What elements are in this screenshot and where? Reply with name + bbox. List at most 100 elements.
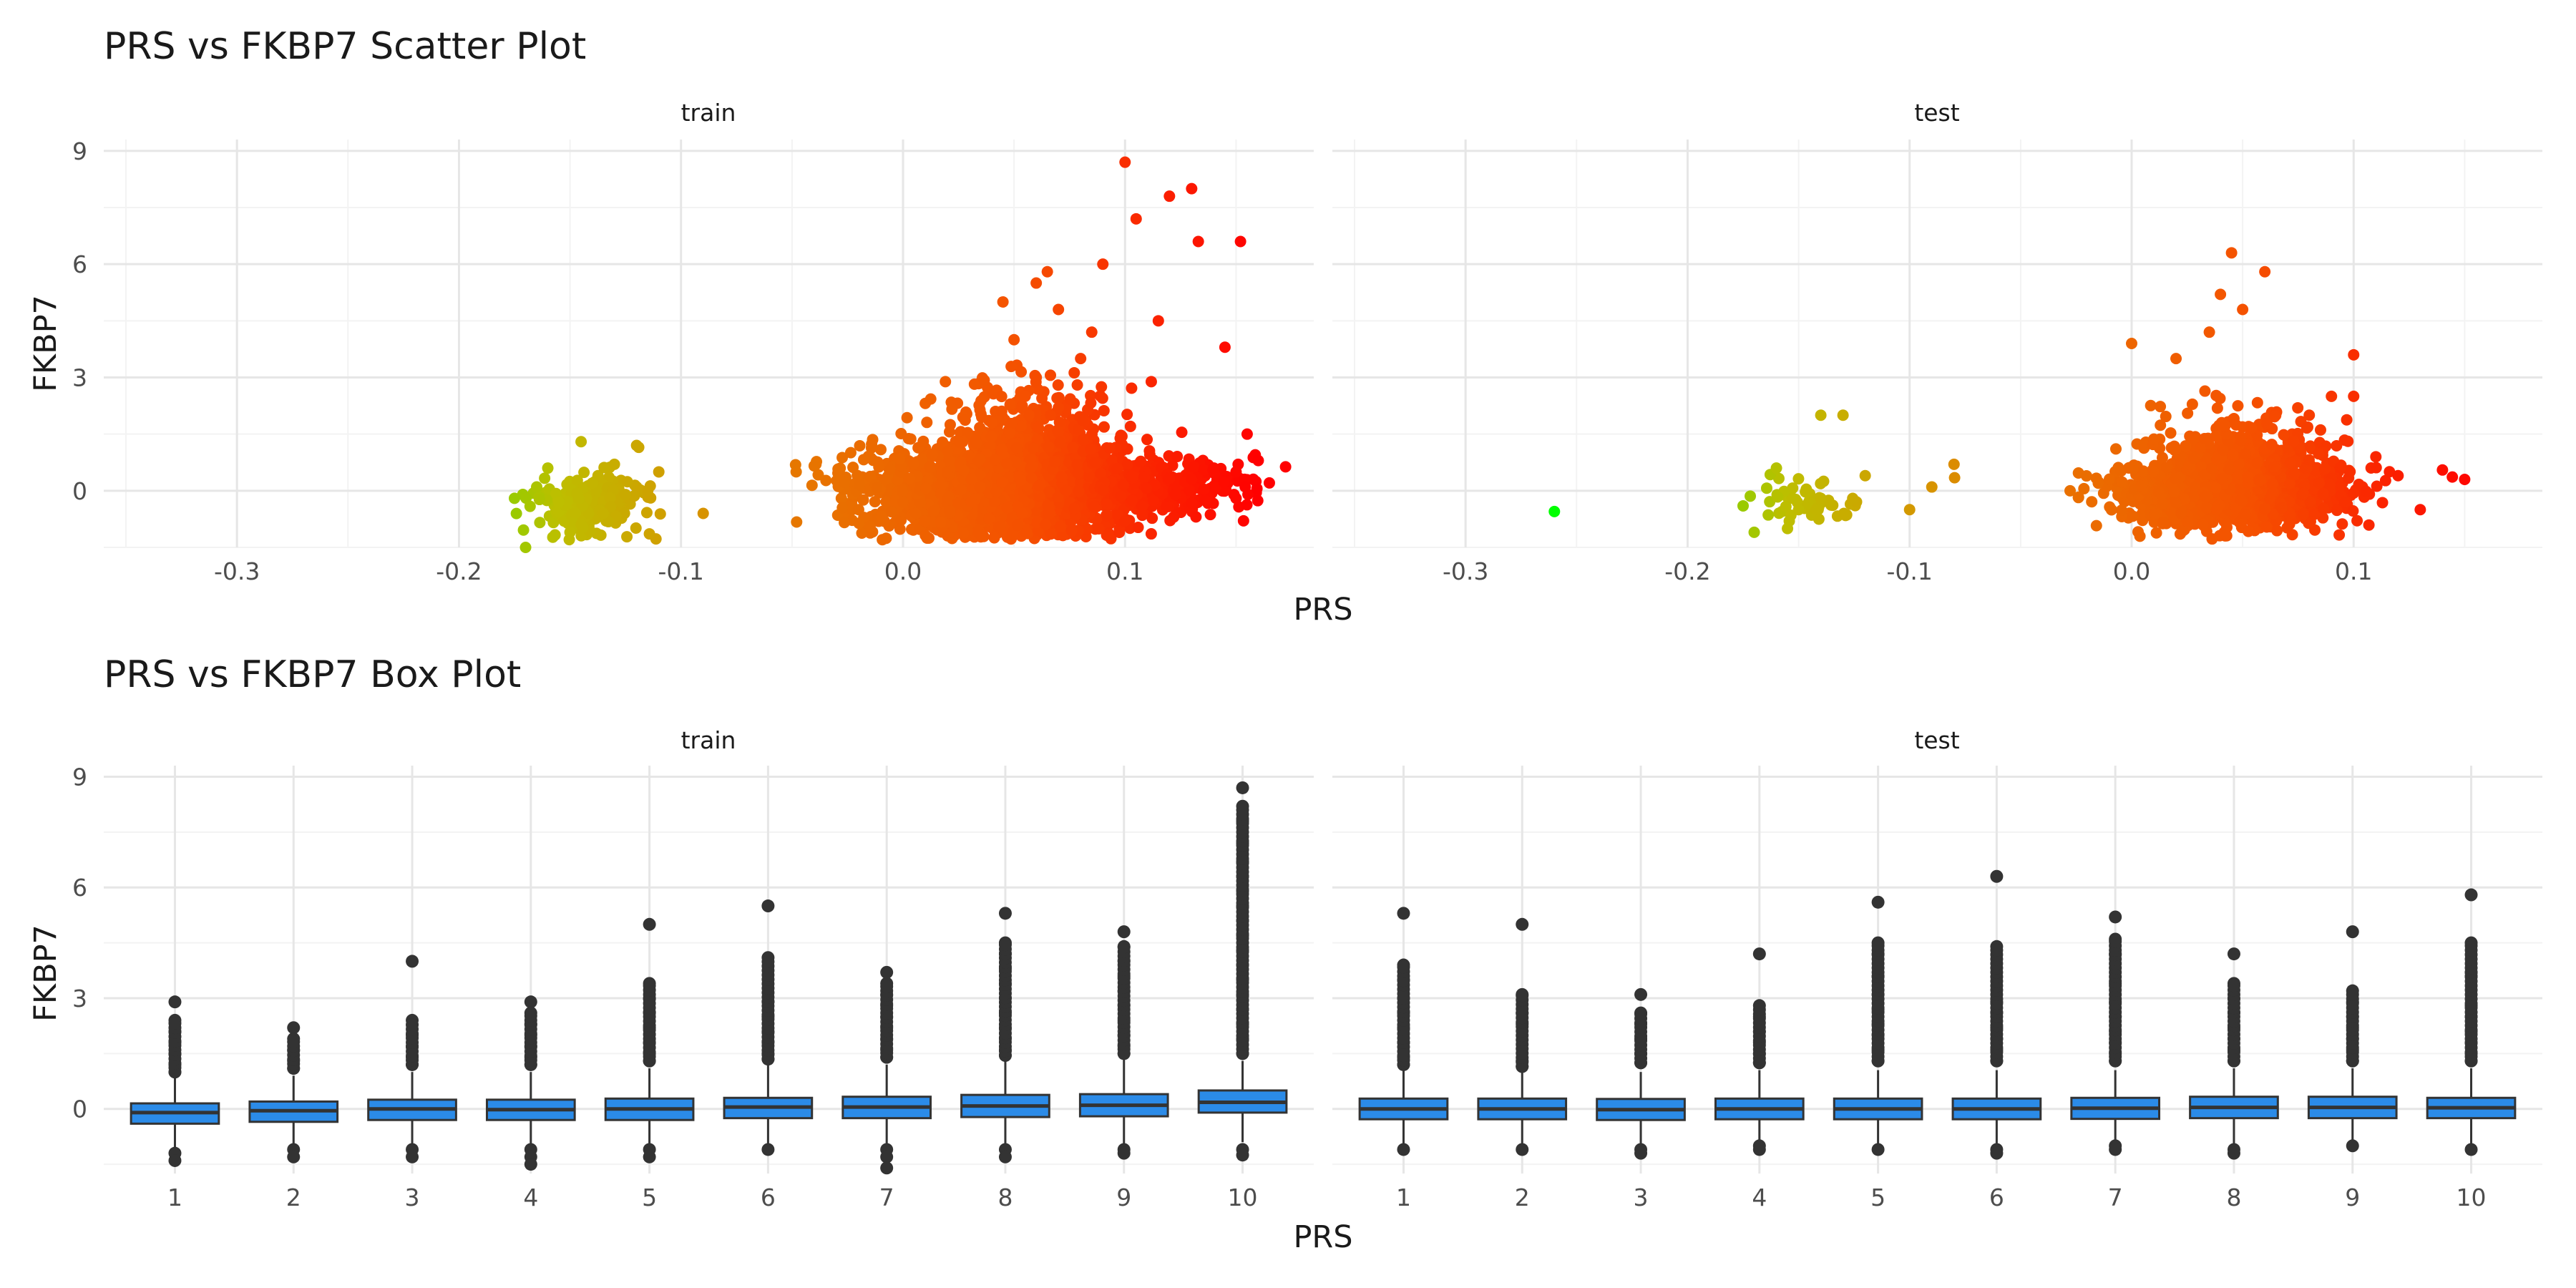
scatter-point [1043, 507, 1055, 519]
scatter-point [966, 508, 978, 520]
scatter-point [946, 403, 958, 415]
scatter-point [1138, 471, 1151, 483]
scatter-point [880, 496, 892, 508]
scatter-point [2314, 424, 2326, 436]
scatter-point [1230, 466, 1242, 478]
scatter-point [812, 469, 824, 481]
scatter-point [2080, 470, 2092, 482]
scatter-point [1218, 476, 1230, 488]
scatter-point [1053, 401, 1065, 414]
scatter-point [1031, 517, 1043, 529]
scatter-point [995, 405, 1008, 417]
scatter-point [1145, 376, 1157, 388]
scatter-point [1252, 454, 1264, 467]
scatter-point [2370, 462, 2382, 474]
scatter-x-tick-label: -0.2 [436, 557, 482, 585]
scatter-point [973, 527, 985, 540]
scatter-point [926, 449, 938, 461]
scatter-point [2135, 479, 2147, 492]
scatter-point [1141, 434, 1153, 446]
scatter-point [2149, 508, 2161, 520]
scatter-point [1186, 474, 1198, 485]
scatter-point [894, 523, 906, 535]
scatter-point [944, 505, 956, 517]
scatter-point [1188, 461, 1200, 473]
scatter-point [1219, 341, 1231, 353]
scatter-point [974, 481, 986, 493]
scatter-point [564, 526, 576, 538]
scatter-point [1001, 502, 1013, 514]
scatter-point [1239, 481, 1252, 493]
scatter-point [874, 444, 887, 456]
scatter-point [1057, 530, 1069, 542]
scatter-point [2090, 519, 2102, 532]
scatter-point [1141, 482, 1153, 494]
scatter-point [884, 464, 896, 476]
scatter-point [955, 484, 967, 496]
scatter-point [1093, 522, 1105, 535]
scatter-point [2200, 502, 2212, 514]
scatter-point [2351, 514, 2363, 527]
scatter-point [2150, 527, 2162, 539]
scatter-point [978, 374, 990, 386]
scatter-point [1068, 502, 1080, 514]
scatter-point [1054, 436, 1066, 449]
scatter-strip-train: train [681, 99, 736, 127]
scatter-point [924, 461, 936, 473]
scatter-point [1097, 484, 1109, 497]
scatter-title: PRS vs FKBP7 Scatter Plot [104, 25, 586, 68]
scatter-point [1071, 379, 1083, 391]
scatter-point [575, 519, 587, 531]
scatter-point [2360, 485, 2372, 497]
scatter-point [1077, 414, 1089, 426]
scatter-point [1103, 442, 1116, 454]
scatter-point [839, 476, 851, 488]
scatter-point [1190, 511, 1202, 523]
scatter-point [2336, 518, 2348, 530]
scatter-point [957, 464, 970, 477]
scatter-point [1130, 213, 1142, 225]
scatter-point [857, 494, 869, 506]
scatter-point [924, 393, 937, 405]
scatter-point [1252, 494, 1264, 507]
scatter-point [2371, 480, 2383, 492]
scatter-point [621, 531, 633, 543]
scatter-point [1067, 441, 1079, 454]
scatter-point [2064, 484, 2076, 497]
scatter-point [790, 466, 802, 478]
scatter-point [2297, 508, 2309, 520]
scatter-point [2239, 509, 2251, 521]
scatter-point [1143, 449, 1156, 461]
scatter-point [1101, 498, 1113, 510]
scatter-point [1075, 353, 1087, 365]
scatter-point [2221, 521, 2233, 533]
scatter-point [517, 524, 530, 536]
scatter-point [836, 452, 849, 464]
scatter-point [2165, 427, 2177, 439]
scatter-point [533, 494, 545, 506]
scatter-point [547, 531, 559, 543]
scatter-point [902, 432, 914, 444]
scatter-point [1005, 532, 1018, 544]
scatter-point [570, 507, 582, 519]
scatter-point [1161, 501, 1173, 513]
scatter-point [871, 482, 883, 494]
scatter-point [1065, 525, 1078, 537]
scatter-point [2210, 504, 2223, 516]
scatter-point [1085, 443, 1097, 455]
scatter-point [524, 500, 536, 512]
scatter-point [839, 517, 851, 529]
scatter-point [1089, 457, 1101, 469]
scatter-point [2211, 402, 2223, 414]
scatter-point [2160, 411, 2172, 423]
scatter-point [573, 493, 585, 505]
scatter-point [2376, 497, 2389, 509]
scatter-point [1015, 420, 1028, 432]
scatter-point [973, 399, 985, 411]
scatter-point [2157, 498, 2169, 510]
scatter-x-tick-label: -0.1 [658, 557, 704, 585]
scatter-point [995, 391, 1008, 403]
scatter-point [2339, 496, 2351, 508]
scatter-point [1053, 391, 1065, 404]
scatter-x-tick-label: 0.1 [1106, 557, 1143, 585]
